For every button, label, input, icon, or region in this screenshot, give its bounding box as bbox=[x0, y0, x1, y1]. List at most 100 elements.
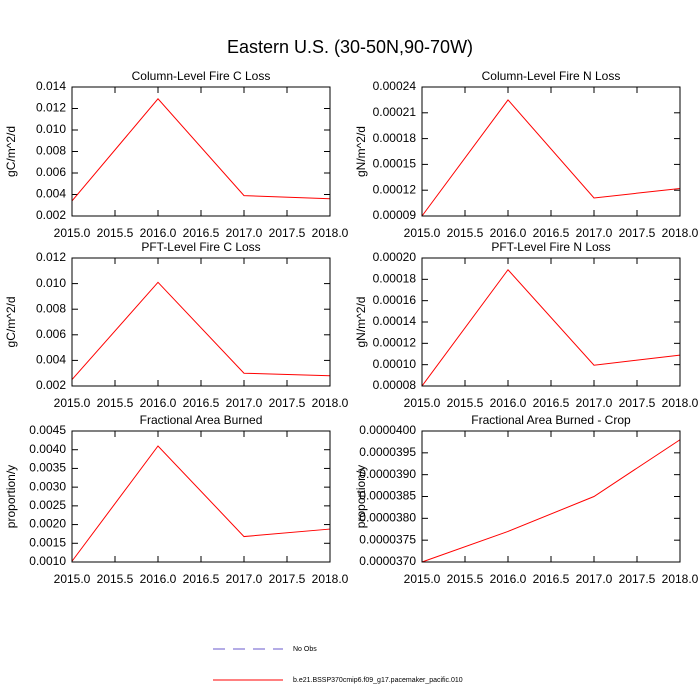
y-tick-label: 0.010 bbox=[36, 122, 66, 136]
x-tick-label: 2015.0 bbox=[404, 396, 441, 410]
x-tick-label: 2015.0 bbox=[54, 396, 91, 410]
data-line bbox=[421, 99, 681, 217]
data-line bbox=[71, 445, 331, 562]
panel-title: Fractional Area Burned bbox=[140, 413, 263, 427]
plot-frame bbox=[421, 257, 681, 387]
x-tick-label: 2016.0 bbox=[140, 226, 177, 240]
x-tick-label: 2015.5 bbox=[97, 572, 134, 586]
x-tick-label: 2017.0 bbox=[226, 572, 263, 586]
y-tick-label: 0.00012 bbox=[373, 182, 417, 196]
y-tick-label: 0.00020 bbox=[373, 250, 417, 264]
x-tick-label: 2016.0 bbox=[490, 572, 527, 586]
x-tick-label: 2015.5 bbox=[97, 226, 134, 240]
x-tick-label: 2016.5 bbox=[183, 572, 220, 586]
y-tick-label: 0.010 bbox=[36, 276, 66, 290]
y-tick-label: 0.0000395 bbox=[359, 445, 416, 459]
x-tick-label: 2016.0 bbox=[140, 396, 177, 410]
y-tick-label: 0.0045 bbox=[29, 423, 66, 437]
y-tick-label: 0.00015 bbox=[373, 157, 417, 171]
data-line bbox=[71, 98, 331, 202]
y-tick-label: 0.0000375 bbox=[359, 532, 416, 546]
data-line bbox=[421, 439, 681, 563]
y-axis-label: proportion/y bbox=[354, 465, 368, 528]
y-tick-label: 0.008 bbox=[36, 301, 66, 315]
y-tick-label: 0.0035 bbox=[29, 461, 66, 475]
x-tick-label: 2015.0 bbox=[404, 226, 441, 240]
x-tick-label: 2016.0 bbox=[490, 226, 527, 240]
panel-title: PFT-Level Fire C Loss bbox=[141, 240, 260, 254]
y-axis-label: gC/m^2/d bbox=[4, 297, 18, 348]
x-tick-label: 2015.5 bbox=[447, 572, 484, 586]
x-tick-label: 2017.5 bbox=[619, 226, 656, 240]
x-tick-label: 2016.0 bbox=[140, 572, 177, 586]
x-tick-label: 2018.0 bbox=[662, 226, 699, 240]
y-tick-label: 0.0015 bbox=[29, 535, 66, 549]
y-tick-label: 0.004 bbox=[36, 353, 66, 367]
y-tick-label: 0.012 bbox=[36, 250, 66, 264]
x-tick-label: 2015.5 bbox=[447, 226, 484, 240]
data-line bbox=[421, 268, 681, 387]
y-tick-label: 0.00014 bbox=[373, 314, 417, 328]
y-axis-label: gN/m^2/d bbox=[354, 297, 368, 348]
x-tick-label: 2015.5 bbox=[97, 396, 134, 410]
x-tick-label: 2016.5 bbox=[533, 226, 570, 240]
y-axis-label: proportion/y bbox=[4, 465, 18, 528]
y-tick-label: 0.0000370 bbox=[359, 554, 416, 568]
y-tick-label: 0.002 bbox=[36, 208, 66, 222]
y-tick-label: 0.00012 bbox=[373, 336, 417, 350]
x-tick-label: 2015.0 bbox=[54, 226, 91, 240]
y-tick-label: 0.0020 bbox=[29, 517, 66, 531]
panel-title: Fractional Area Burned - Crop bbox=[471, 413, 631, 427]
panel-title: Column-Level Fire C Loss bbox=[132, 69, 271, 83]
y-tick-label: 0.00018 bbox=[373, 272, 417, 286]
x-tick-label: 2016.0 bbox=[490, 396, 527, 410]
plot-frame bbox=[421, 430, 681, 563]
y-tick-label: 0.0000400 bbox=[359, 423, 416, 437]
x-tick-label: 2016.5 bbox=[183, 396, 220, 410]
y-tick-label: 0.00024 bbox=[373, 79, 417, 93]
x-tick-label: 2017.5 bbox=[619, 396, 656, 410]
x-tick-label: 2018.0 bbox=[662, 396, 699, 410]
y-tick-label: 0.002 bbox=[36, 378, 66, 392]
y-tick-label: 0.012 bbox=[36, 101, 66, 115]
x-tick-label: 2018.0 bbox=[312, 396, 349, 410]
y-tick-label: 0.0010 bbox=[29, 554, 66, 568]
x-tick-label: 2017.0 bbox=[576, 572, 613, 586]
y-tick-label: 0.0030 bbox=[29, 479, 66, 493]
x-tick-label: 2018.0 bbox=[312, 572, 349, 586]
x-tick-label: 2016.5 bbox=[183, 226, 220, 240]
x-tick-label: 2015.0 bbox=[54, 572, 91, 586]
x-tick-label: 2017.5 bbox=[269, 396, 306, 410]
y-tick-label: 0.00008 bbox=[373, 378, 417, 392]
y-tick-label: 0.006 bbox=[36, 327, 66, 341]
legend-label: b.e21.BSSP370cmip6.f09_g17.pacemaker_pac… bbox=[293, 677, 463, 684]
x-tick-label: 2018.0 bbox=[312, 226, 349, 240]
x-tick-label: 2017.0 bbox=[226, 396, 263, 410]
x-tick-label: 2016.5 bbox=[533, 572, 570, 586]
y-tick-label: 0.014 bbox=[36, 79, 66, 93]
x-tick-label: 2018.0 bbox=[662, 572, 699, 586]
y-tick-label: 0.00010 bbox=[373, 357, 417, 371]
x-tick-label: 2017.0 bbox=[226, 226, 263, 240]
y-tick-label: 0.00009 bbox=[373, 208, 417, 222]
x-tick-label: 2015.5 bbox=[447, 396, 484, 410]
y-tick-label: 0.00021 bbox=[373, 105, 417, 119]
y-tick-label: 0.0025 bbox=[29, 498, 66, 512]
x-tick-label: 2017.0 bbox=[576, 226, 613, 240]
plot-frame bbox=[71, 86, 331, 217]
y-axis-label: gN/m^2/d bbox=[354, 126, 368, 177]
y-tick-label: 0.00018 bbox=[373, 131, 417, 145]
data-line bbox=[71, 281, 331, 380]
y-tick-label: 0.008 bbox=[36, 144, 66, 158]
panel-title: Column-Level Fire N Loss bbox=[482, 69, 621, 83]
x-tick-label: 2017.0 bbox=[576, 396, 613, 410]
y-tick-label: 0.0000385 bbox=[359, 489, 416, 503]
figure-title: Eastern U.S. (30-50N,90-70W) bbox=[227, 37, 473, 57]
y-axis-label: gC/m^2/d bbox=[4, 126, 18, 177]
panel-title: PFT-Level Fire N Loss bbox=[491, 240, 610, 254]
x-tick-label: 2017.5 bbox=[619, 572, 656, 586]
x-tick-label: 2015.0 bbox=[404, 572, 441, 586]
x-tick-label: 2017.5 bbox=[269, 226, 306, 240]
plot-frame bbox=[71, 430, 331, 563]
y-tick-label: 0.004 bbox=[36, 187, 66, 201]
